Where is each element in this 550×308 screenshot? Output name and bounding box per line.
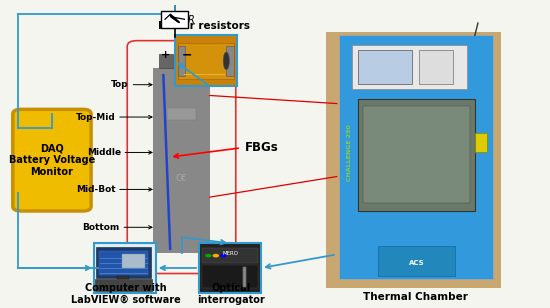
Bar — [475, 133, 487, 152]
Bar — [159, 54, 173, 68]
Text: Middle: Middle — [87, 148, 121, 157]
Bar — [420, 50, 453, 84]
Bar — [117, 276, 129, 279]
Bar — [153, 68, 210, 253]
Bar — [378, 246, 455, 276]
Text: Computer with
LabVIEW® software: Computer with LabVIEW® software — [72, 283, 181, 305]
Text: Bottom: Bottom — [82, 223, 120, 232]
Text: MERO: MERO — [222, 251, 238, 256]
Text: Power resistors: Power resistors — [158, 21, 250, 31]
Text: C€: C€ — [176, 174, 187, 183]
Text: −: − — [182, 49, 192, 62]
Bar — [175, 35, 237, 86]
Bar — [95, 279, 152, 291]
Text: Top-Mid: Top-Mid — [75, 112, 116, 122]
Bar — [202, 265, 258, 288]
Bar — [362, 106, 470, 203]
Bar — [352, 45, 467, 89]
Bar — [243, 267, 246, 287]
Bar — [122, 254, 145, 268]
Bar — [199, 243, 261, 293]
Bar — [358, 50, 412, 84]
Bar — [226, 46, 234, 76]
Circle shape — [220, 254, 227, 257]
Ellipse shape — [223, 52, 229, 70]
Text: FBGs: FBGs — [245, 141, 279, 154]
Bar — [243, 267, 246, 287]
Text: CHALLENGE 250: CHALLENGE 250 — [347, 124, 352, 180]
Bar — [358, 99, 475, 211]
Circle shape — [213, 254, 219, 257]
Bar — [178, 43, 234, 79]
Bar — [243, 267, 246, 287]
Bar — [167, 108, 196, 120]
Text: +: + — [161, 51, 170, 60]
Text: DAQ
Battery Voltage
Monitor: DAQ Battery Voltage Monitor — [9, 144, 95, 177]
Text: ACS: ACS — [409, 260, 424, 266]
Text: Optical
interrogator: Optical interrogator — [197, 283, 265, 305]
Text: R: R — [188, 15, 194, 25]
Bar — [184, 54, 199, 68]
FancyBboxPatch shape — [13, 109, 91, 211]
Text: Thermal Chamber: Thermal Chamber — [362, 292, 467, 302]
Bar — [178, 46, 185, 76]
Bar — [326, 32, 502, 288]
Bar — [202, 248, 258, 263]
Text: Mid-Bot: Mid-Bot — [76, 185, 116, 194]
Bar — [99, 251, 148, 275]
Text: Top: Top — [111, 80, 129, 89]
Bar — [94, 243, 156, 293]
Bar — [161, 11, 188, 28]
Bar — [339, 35, 493, 279]
Circle shape — [205, 254, 212, 257]
Bar — [96, 247, 151, 278]
